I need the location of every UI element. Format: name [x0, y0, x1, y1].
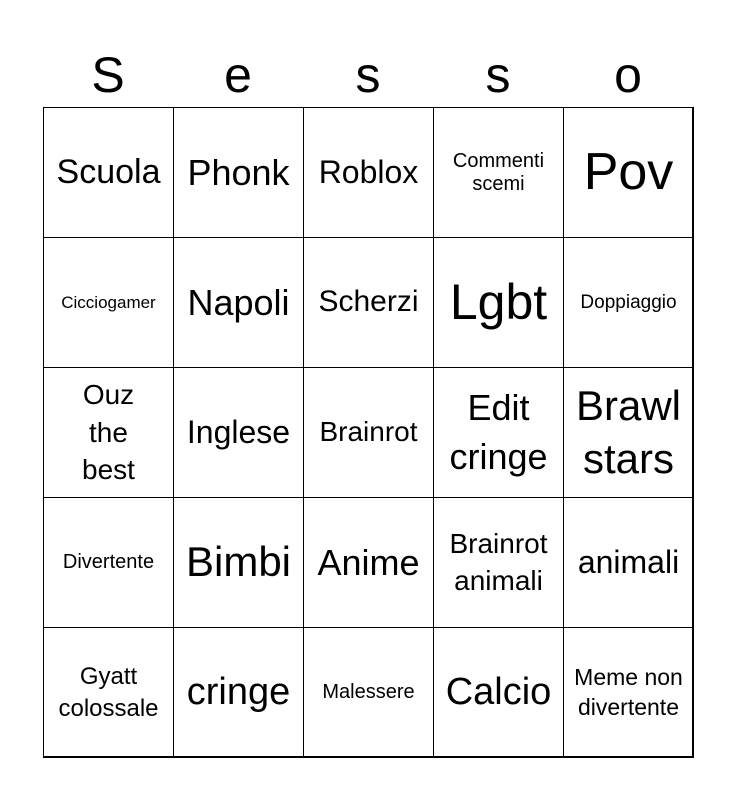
header-letter: e [224, 47, 252, 103]
bingo-cell: Malessere [303, 627, 434, 758]
bingo-cell: Brainrot [303, 367, 434, 498]
bingo-cell: animali [563, 497, 694, 628]
bingo-cell: Napoli [173, 237, 304, 368]
bingo-cell: Divertente [43, 497, 174, 628]
bingo-cell: Commenti scemi [433, 107, 564, 238]
bingo-cell: Brainrot animali [433, 497, 564, 628]
bingo-cell: Anime [303, 497, 434, 628]
bingo-cell: Pov [563, 107, 694, 238]
bingo-cell: Scuola [43, 107, 174, 238]
header-letter: s [485, 47, 511, 103]
bingo-cell: Brawl stars [563, 367, 694, 498]
bingo-cell: Roblox [303, 107, 434, 238]
bingo-cell: Bimbi [173, 497, 304, 628]
bingo-grid: Scuola Phonk Roblox Commenti scemi Pov C… [43, 107, 694, 758]
bingo-cell: Lgbt [433, 237, 564, 368]
bingo-cell: Inglese [173, 367, 304, 498]
bingo-header: S e s s o [43, 44, 693, 106]
header-letter: s [355, 47, 381, 103]
bingo-cell: Edit cringe [433, 367, 564, 498]
bingo-cell: Meme non divertente [563, 627, 694, 758]
bingo-cell: Phonk [173, 107, 304, 238]
bingo-cell: Calcio [433, 627, 564, 758]
bingo-cell: Ouz the best [43, 367, 174, 498]
bingo-cell: Cicciogamer [43, 237, 174, 368]
bingo-cell: Scherzi [303, 237, 434, 368]
bingo-cell: cringe [173, 627, 304, 758]
bingo-cell: Gyatt colossale [43, 627, 174, 758]
header-letter: o [614, 47, 642, 103]
bingo-cell: Doppiaggio [563, 237, 694, 368]
header-letter: S [91, 47, 125, 103]
